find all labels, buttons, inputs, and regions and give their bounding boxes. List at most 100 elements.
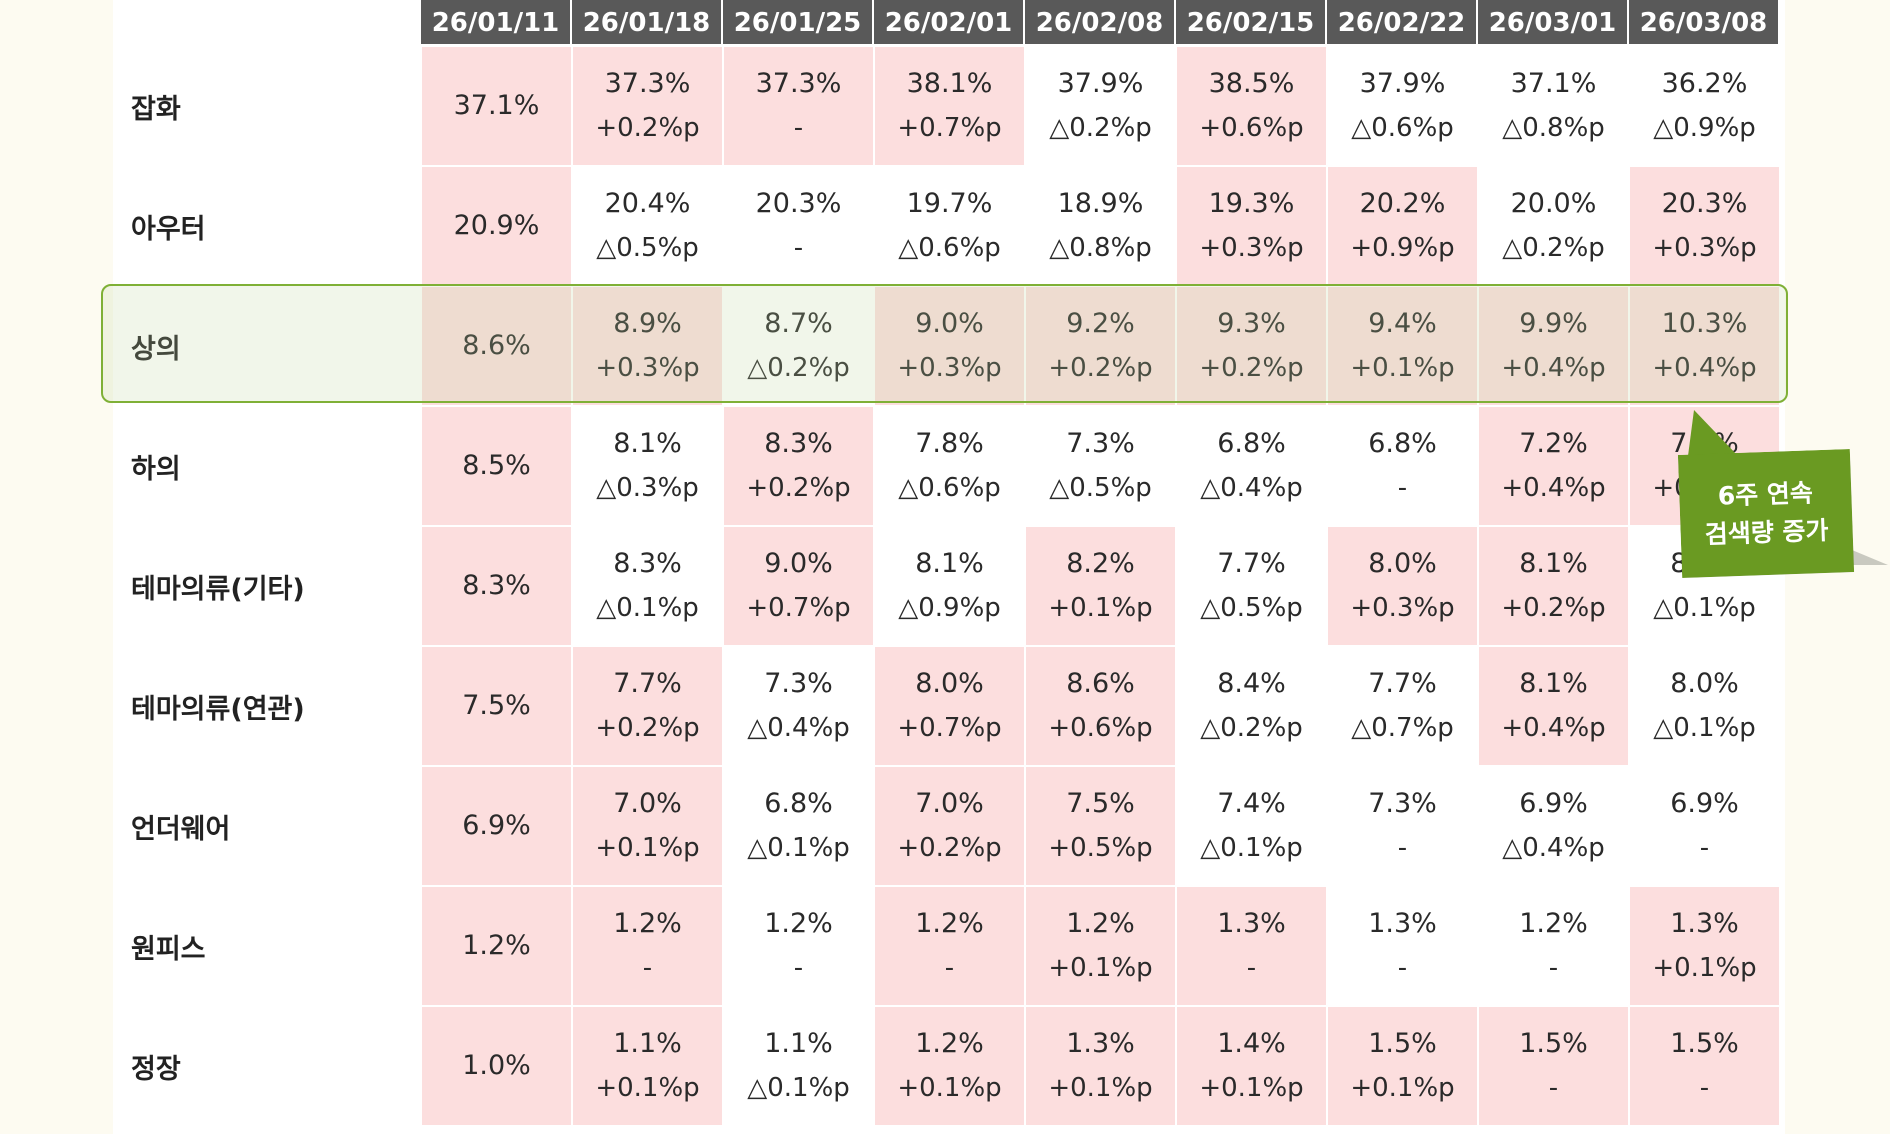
table-cell: 8.0% △0.1%p <box>1630 647 1779 765</box>
callout-badge: 6주 연속 검색량 증가 <box>1678 449 1854 578</box>
cell-value: 8.0% <box>1368 548 1437 579</box>
cell-delta: - <box>642 953 653 983</box>
cell-value: 1.1% <box>764 1028 833 1059</box>
cell-delta: △0.5%p <box>596 233 699 263</box>
cell-value: 37.3% <box>604 68 691 99</box>
cell-delta: △0.5%p <box>1049 473 1152 503</box>
cell-delta: +0.2%p <box>595 713 700 743</box>
cell-delta: △0.1%p <box>1653 593 1756 623</box>
table-cell: 8.3% +0.2%p <box>724 407 873 525</box>
table-cell: 8.3% △0.1%p <box>573 527 722 645</box>
cell-delta: △0.2%p <box>747 353 850 383</box>
table-cell: 37.3% - <box>724 47 873 165</box>
cell-value: 9.0% <box>915 308 984 339</box>
cell-value: 7.5% <box>1066 788 1135 819</box>
cell-delta: +0.3%p <box>1199 233 1304 263</box>
cell-delta: +0.3%p <box>595 353 700 383</box>
table-cell: 38.5% +0.6%p <box>1177 47 1326 165</box>
table-cell: 7.0% +0.1%p <box>573 767 722 885</box>
cell-delta: - <box>793 953 804 983</box>
table-cell: 8.6% +0.6%p <box>1026 647 1175 765</box>
column-header: 26/01/18 <box>572 0 723 44</box>
table-cell: 10.3% +0.4%p <box>1630 287 1779 405</box>
cell-value: 1.2% <box>915 1028 984 1059</box>
cell-delta: △0.1%p <box>1653 713 1756 743</box>
cell-value: 20.4% <box>604 188 691 219</box>
table-cell: 7.7% △0.7%p <box>1328 647 1477 765</box>
row-label: 언더웨어 <box>131 813 231 845</box>
cell-value: 8.3% <box>613 548 682 579</box>
cell-value: 1.0% <box>462 1050 531 1081</box>
cell-value: 1.5% <box>1670 1028 1739 1059</box>
cell-delta: +0.1%p <box>1048 1073 1153 1103</box>
cell-delta: +0.1%p <box>897 1073 1002 1103</box>
cell-value: 19.7% <box>906 188 993 219</box>
cell-delta: △0.4%p <box>1502 833 1605 863</box>
cell-value: 9.3% <box>1217 308 1286 339</box>
cell-value: 1.1% <box>613 1028 682 1059</box>
cell-value: 20.0% <box>1510 188 1597 219</box>
cell-value: 1.3% <box>1217 908 1286 939</box>
cell-value: 1.2% <box>915 908 984 939</box>
table-cell: 38.1% +0.7%p <box>875 47 1024 165</box>
cell-delta: △0.1%p <box>747 1073 850 1103</box>
table-cell: 1.3% - <box>1328 887 1477 1005</box>
table-cell: 6.9% <box>422 767 571 885</box>
cell-value: 18.9% <box>1057 188 1144 219</box>
table-cell: 7.4% △0.1%p <box>1177 767 1326 885</box>
cell-delta: - <box>1246 953 1257 983</box>
cell-delta: △0.6%p <box>1351 113 1454 143</box>
cell-value: 9.9% <box>1519 308 1588 339</box>
cell-value: 7.7% <box>1368 668 1437 699</box>
table-cell: 7.5% +0.5%p <box>1026 767 1175 885</box>
cell-value: 8.0% <box>1670 668 1739 699</box>
cell-value: 9.4% <box>1368 308 1437 339</box>
table-cell: 1.2% - <box>875 887 1024 1005</box>
cell-delta: △0.7%p <box>1351 713 1454 743</box>
cell-value: 6.9% <box>1670 788 1739 819</box>
cell-value: 7.3% <box>1066 428 1135 459</box>
cell-delta: - <box>1699 1073 1710 1103</box>
column-header: 26/02/15 <box>1176 0 1327 44</box>
table-cell: 19.7% △0.6%p <box>875 167 1024 285</box>
table-cell: 20.3% +0.3%p <box>1630 167 1779 285</box>
table-cell: 18.9% △0.8%p <box>1026 167 1175 285</box>
cell-delta: +0.2%p <box>1048 353 1153 383</box>
row-label: 테마의류(연관) <box>131 693 305 725</box>
table-cell: 1.5% - <box>1479 1007 1628 1125</box>
row-label: 원피스 <box>131 933 206 965</box>
table-cell: 1.2% <box>422 887 571 1005</box>
table-cell: 9.9% +0.4%p <box>1479 287 1628 405</box>
table-cell: 1.3% - <box>1177 887 1326 1005</box>
table-cell: 1.2% - <box>573 887 722 1005</box>
cell-delta: +0.1%p <box>1350 353 1455 383</box>
table-cell: 20.9% <box>422 167 571 285</box>
cell-value: 1.2% <box>1519 908 1588 939</box>
cell-delta: - <box>1548 1073 1559 1103</box>
callout-tail <box>1688 410 1738 456</box>
table-cell: 9.3% +0.2%p <box>1177 287 1326 405</box>
table-cell: 19.3% +0.3%p <box>1177 167 1326 285</box>
table-cell: 8.0% +0.7%p <box>875 647 1024 765</box>
cell-value: 8.1% <box>613 428 682 459</box>
cell-value: 6.9% <box>462 810 531 841</box>
cell-value: 7.4% <box>1217 788 1286 819</box>
cell-delta: △0.2%p <box>1502 233 1605 263</box>
cell-value: 8.0% <box>915 668 984 699</box>
table-cell: 1.2% +0.1%p <box>1026 887 1175 1005</box>
cell-delta: +0.5%p <box>1048 833 1153 863</box>
cell-value: 37.9% <box>1057 68 1144 99</box>
callout-line-1: 6주 연속 <box>1717 477 1814 511</box>
cell-value: 8.1% <box>1519 668 1588 699</box>
cell-value: 10.3% <box>1661 308 1748 339</box>
cell-value: 7.8% <box>915 428 984 459</box>
table-cell: 8.2% +0.1%p <box>1026 527 1175 645</box>
table-cell: 8.5% <box>422 407 571 525</box>
cell-value: 6.8% <box>1368 428 1437 459</box>
table-cell: 20.3% - <box>724 167 873 285</box>
table-cell: 36.2% △0.9%p <box>1630 47 1779 165</box>
cell-value: 20.3% <box>1661 188 1748 219</box>
cell-delta: +0.4%p <box>1501 713 1606 743</box>
cell-delta: +0.1%p <box>1350 1073 1455 1103</box>
cell-delta: +0.7%p <box>746 593 851 623</box>
